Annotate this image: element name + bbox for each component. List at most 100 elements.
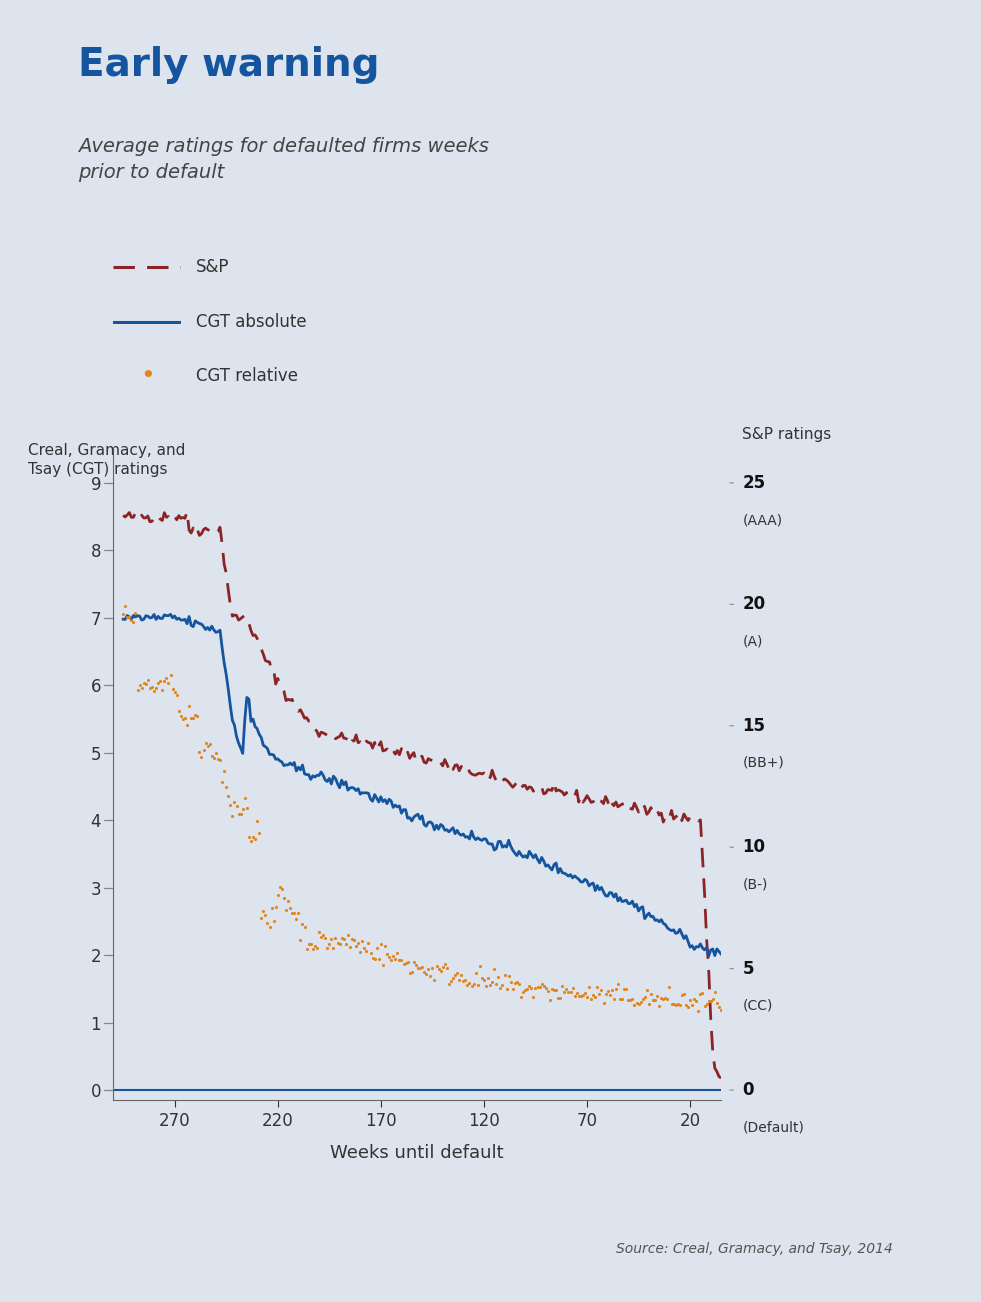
Point	[505, 979, 521, 1000]
Point	[470, 974, 486, 995]
Point	[247, 829, 263, 850]
Point	[330, 932, 345, 953]
Text: CGT absolute: CGT absolute	[196, 312, 307, 331]
Point	[631, 993, 646, 1014]
Point	[391, 949, 407, 970]
Point	[421, 958, 437, 979]
Point	[614, 988, 630, 1009]
Point	[693, 983, 708, 1004]
Point	[178, 707, 193, 728]
Point	[496, 965, 512, 986]
Text: S&P: S&P	[196, 258, 230, 276]
Point	[676, 984, 692, 1005]
Point	[700, 991, 716, 1012]
Point	[674, 984, 690, 1005]
Point	[414, 957, 430, 978]
Point	[167, 682, 182, 703]
Point	[175, 708, 190, 729]
Point	[569, 982, 585, 1003]
Text: (CC): (CC)	[743, 999, 773, 1013]
Point	[637, 987, 652, 1008]
Point	[433, 961, 448, 982]
Point	[400, 952, 416, 973]
Point	[577, 982, 593, 1003]
Point	[612, 988, 628, 1009]
Point	[245, 827, 261, 848]
Point	[187, 704, 203, 725]
Point	[606, 988, 622, 1009]
Point	[148, 677, 164, 698]
Point	[225, 805, 240, 825]
Point	[468, 963, 484, 984]
Point	[373, 934, 388, 954]
Point	[322, 934, 337, 954]
Point	[489, 974, 504, 995]
Point	[344, 928, 360, 949]
Point	[687, 988, 702, 1009]
Point	[281, 891, 296, 911]
Point	[707, 982, 723, 1003]
Point	[270, 885, 285, 906]
Point	[449, 962, 465, 983]
Point	[528, 978, 543, 999]
Point	[384, 949, 399, 970]
Point	[406, 952, 422, 973]
Point	[154, 680, 170, 700]
Point	[668, 995, 684, 1016]
Point	[466, 974, 482, 995]
Point	[641, 993, 656, 1014]
Point	[198, 732, 214, 753]
Point	[483, 975, 498, 996]
Point	[126, 612, 141, 633]
Point	[183, 708, 199, 729]
Point	[241, 827, 257, 848]
Point	[144, 676, 160, 697]
Point	[670, 993, 686, 1014]
Text: S&P ratings: S&P ratings	[743, 427, 832, 441]
Point	[150, 673, 166, 694]
Point	[661, 976, 677, 997]
Point	[258, 905, 274, 926]
Point	[200, 736, 216, 756]
Text: 5: 5	[743, 960, 753, 978]
Point	[336, 928, 351, 949]
Point	[485, 971, 500, 992]
Point	[120, 607, 135, 628]
Point	[588, 987, 603, 1008]
Point	[397, 952, 413, 973]
Point	[554, 975, 570, 996]
Point	[498, 978, 514, 999]
Point	[307, 935, 323, 956]
Point	[303, 934, 319, 954]
Point	[283, 898, 298, 919]
Point	[185, 708, 201, 729]
Point	[180, 715, 195, 736]
Point	[685, 995, 700, 1016]
Point	[356, 937, 372, 958]
Text: Creal, Gramacy, and
Tsay (CGT) ratings: Creal, Gramacy, and Tsay (CGT) ratings	[27, 443, 185, 478]
Point	[441, 974, 457, 995]
Point	[627, 995, 643, 1016]
Point	[181, 695, 197, 716]
Point	[292, 930, 308, 950]
Point	[472, 956, 488, 976]
Text: Source: Creal, Gramacy, and Tsay, 2014: Source: Creal, Gramacy, and Tsay, 2014	[616, 1242, 893, 1256]
Point	[221, 785, 236, 806]
Point	[584, 988, 599, 1009]
Point	[666, 993, 682, 1014]
Point	[382, 947, 397, 967]
Point	[457, 970, 473, 991]
Point	[146, 680, 162, 700]
Point	[435, 957, 450, 978]
Point	[565, 978, 581, 999]
Point	[530, 976, 545, 997]
Point	[431, 958, 446, 979]
Point	[501, 966, 517, 987]
Point	[234, 798, 250, 819]
Point	[202, 734, 218, 755]
Text: •: •	[139, 365, 155, 388]
Point	[487, 958, 502, 979]
Point	[136, 672, 152, 693]
Text: Early warning: Early warning	[78, 46, 380, 83]
Point	[288, 909, 304, 930]
